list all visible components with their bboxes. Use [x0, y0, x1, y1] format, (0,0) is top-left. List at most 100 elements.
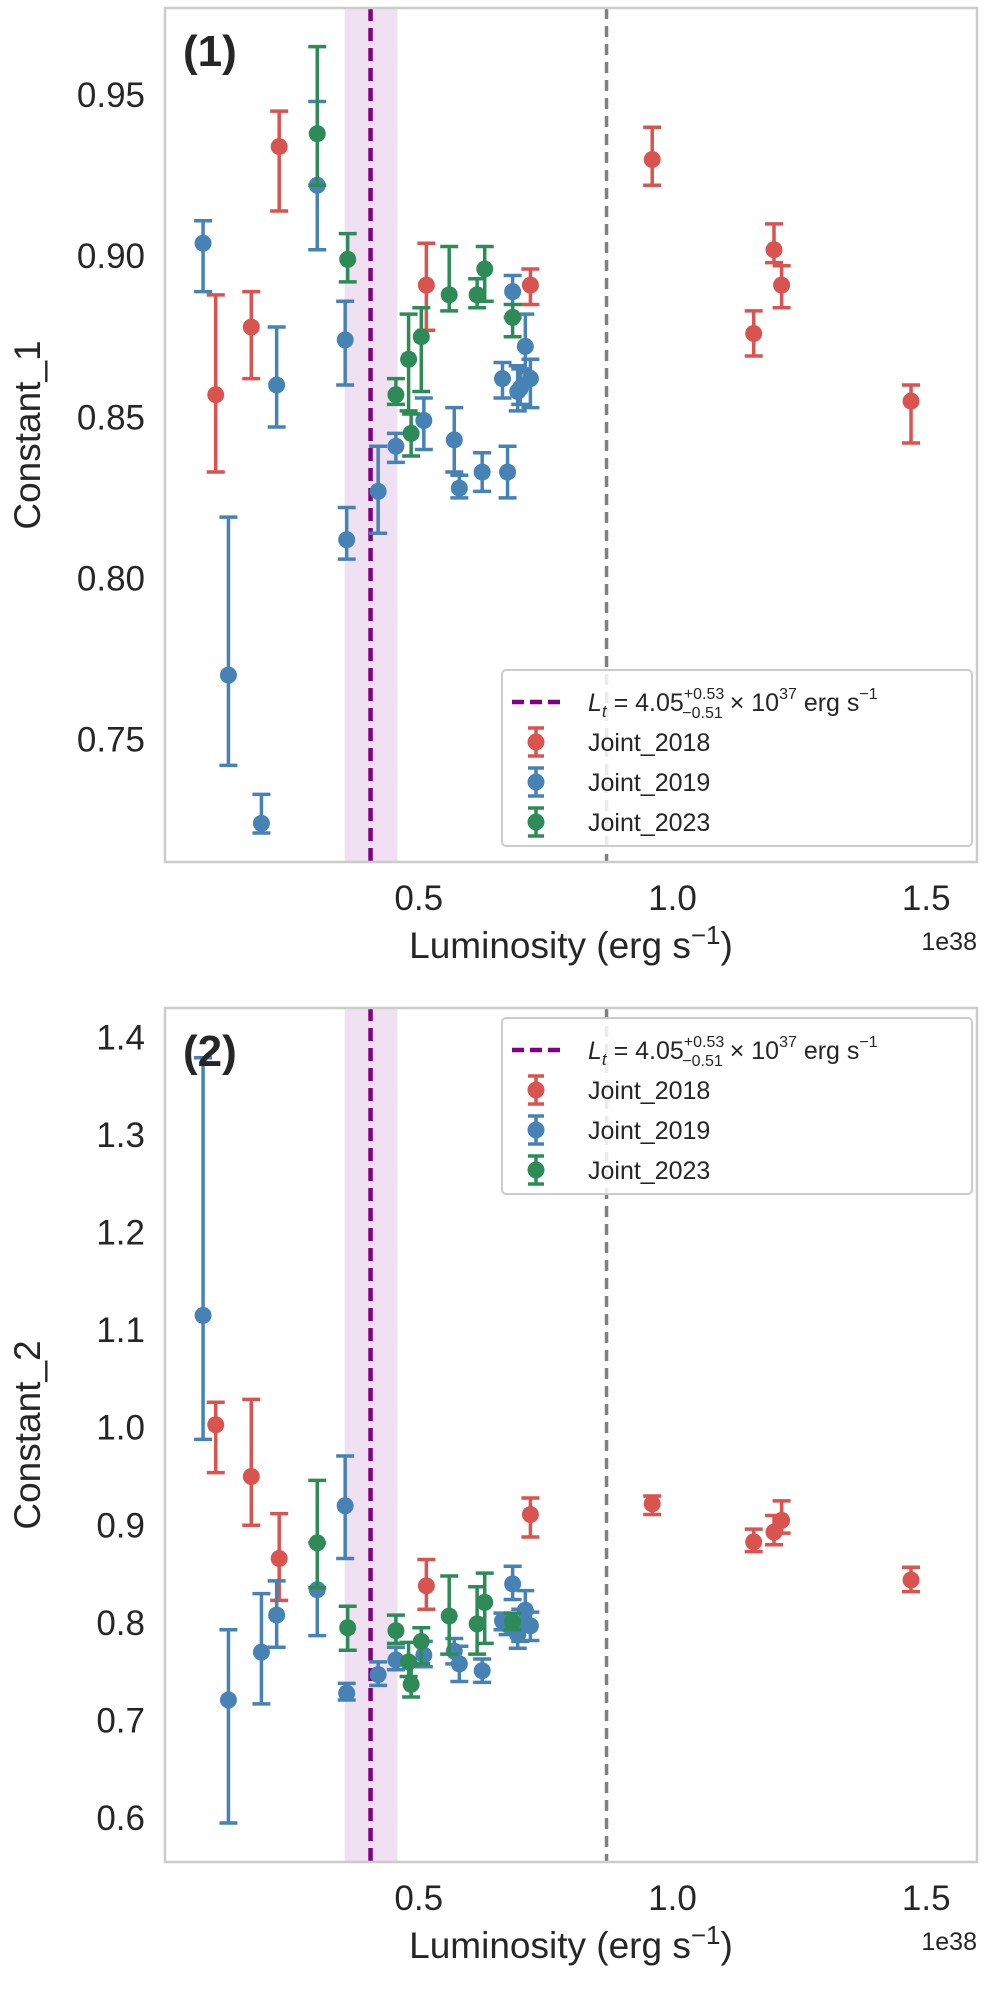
- data-point: [440, 1574, 459, 1656]
- y-tick-label: 0.9: [96, 1506, 145, 1545]
- panel-1: (1) 0.5 1.0 1.5 0.75 0.80 0.85 0.90 0.95 1e38 Lumi…: [7, 6, 979, 966]
- data-point: [386, 431, 405, 465]
- marker: [194, 1306, 212, 1324]
- marker: [504, 283, 522, 301]
- data-point: [338, 231, 357, 284]
- marker: [219, 1691, 237, 1709]
- y-tick-label: 0.85: [77, 398, 145, 437]
- y-tick-label: 1.1: [96, 1311, 145, 1350]
- legend: Lt = 4.05+0.53 −0.51 × 1037 erg s−1 Joint_…: [501, 1017, 973, 1195]
- x-tick-label: 0.5: [394, 879, 443, 918]
- y-tick-label: 1.3: [96, 1116, 145, 1155]
- y-tick-label: 0.75: [77, 721, 145, 760]
- marker: [450, 479, 468, 497]
- data-point: [219, 1627, 238, 1825]
- marker: [387, 1622, 405, 1640]
- marker: [745, 324, 763, 342]
- x-tick-label: 1.5: [902, 1879, 951, 1918]
- legend-threshold-label: Lt = 4.05+0.53 −0.51 × 1037 erg s−1: [588, 686, 878, 722]
- marker: [521, 1617, 539, 1635]
- y-tick-label: 0.90: [77, 237, 145, 276]
- plot-frame: [163, 1006, 979, 1864]
- legend-frame: [501, 1017, 973, 1195]
- data-point: [643, 125, 662, 187]
- legend-series-label: Joint_2023: [588, 809, 710, 837]
- marker: [400, 1653, 418, 1671]
- data-point: [417, 1557, 436, 1611]
- marker: [270, 138, 288, 156]
- y-tick-label: 1.0: [96, 1409, 145, 1448]
- plot-frame: [163, 6, 979, 864]
- legend-series-label: Joint_2019: [588, 769, 710, 797]
- y-tick-label: 1.2: [96, 1213, 145, 1252]
- data-point: [765, 222, 783, 265]
- legend-marker: [527, 1161, 545, 1179]
- marker: [516, 337, 534, 355]
- data-point: [475, 244, 494, 304]
- data-point: [338, 1604, 357, 1652]
- data-point: [445, 405, 464, 474]
- marker: [252, 1643, 270, 1661]
- data-point: [219, 515, 238, 768]
- data-point: [475, 1571, 494, 1646]
- marker: [387, 437, 405, 455]
- marker: [207, 386, 225, 404]
- marker: [643, 150, 661, 168]
- marker: [308, 1581, 326, 1599]
- marker: [252, 814, 270, 832]
- marker: [219, 666, 237, 684]
- marker: [369, 1666, 387, 1684]
- data-point: [643, 1494, 662, 1517]
- marker: [417, 1577, 435, 1595]
- data-point: [412, 305, 431, 394]
- marker: [765, 241, 783, 259]
- data-point: [521, 1496, 540, 1539]
- marker: [902, 1571, 920, 1589]
- marker: [440, 1607, 458, 1625]
- x-tick-label: 0.5: [394, 1879, 443, 1918]
- data-point: [493, 360, 512, 400]
- legend-marker: [527, 1081, 545, 1099]
- x-offset-text: 1e38: [921, 928, 977, 956]
- legend-series-label: Joint_2019: [588, 1117, 710, 1145]
- marker: [369, 482, 387, 500]
- series-joint-2018: [206, 109, 921, 474]
- legend-series-label: Joint_2023: [588, 1157, 710, 1185]
- y-tick-label: 0.7: [96, 1701, 145, 1740]
- data-point: [521, 1610, 540, 1643]
- legend-marker: [527, 773, 545, 791]
- x-tick-label: 1.0: [648, 879, 697, 918]
- data-point: [402, 412, 421, 458]
- marker: [493, 370, 511, 388]
- data-point: [503, 1611, 522, 1632]
- marker: [387, 386, 405, 404]
- data-point: [902, 383, 921, 445]
- legend-marker: [527, 813, 545, 831]
- legend-marker: [527, 1121, 545, 1139]
- series-joint-2018: [206, 1397, 921, 1611]
- legend-entry-joint-2023: Joint_2023: [527, 1154, 710, 1186]
- marker: [308, 125, 326, 143]
- data-point: [242, 1397, 261, 1528]
- marker: [270, 1549, 288, 1567]
- data-point: [498, 444, 517, 500]
- data-point: [369, 1660, 388, 1688]
- series-joint-2023: [308, 1478, 522, 1699]
- panel-2: (2) 0.5 1.0 1.5 0.6 0.7 0.8 0.9 1.0 1.1 1.2 1.3 1.4 1…: [7, 1006, 979, 1966]
- marker: [450, 1655, 468, 1673]
- marker: [387, 1651, 405, 1669]
- marker: [207, 1416, 225, 1434]
- y-axis-label: Constant_1: [7, 340, 48, 529]
- legend-entry-joint-2019: Joint_2019: [527, 1114, 710, 1146]
- marker: [440, 286, 458, 304]
- data-point: [252, 1591, 271, 1706]
- data-point: [336, 1454, 355, 1561]
- marker: [473, 1662, 491, 1680]
- marker: [268, 376, 286, 394]
- marker: [308, 1534, 326, 1552]
- data-point: [772, 1499, 791, 1535]
- marker: [521, 276, 539, 294]
- data-point: [267, 1579, 286, 1650]
- data-point: [336, 299, 355, 387]
